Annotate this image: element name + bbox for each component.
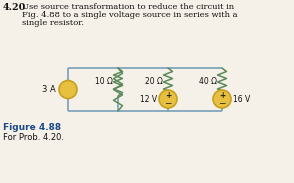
Text: 20 Ω: 20 Ω: [145, 77, 163, 87]
Circle shape: [159, 90, 177, 108]
Text: +: +: [165, 91, 171, 100]
Text: +: +: [219, 91, 225, 100]
Circle shape: [213, 90, 231, 108]
Text: 16 V: 16 V: [233, 94, 250, 104]
Text: −: −: [164, 98, 172, 107]
Text: 4.20: 4.20: [3, 3, 26, 12]
Text: 10 Ω: 10 Ω: [95, 77, 113, 87]
Text: Use source transformation to reduce the circuit in: Use source transformation to reduce the …: [22, 3, 234, 11]
Circle shape: [59, 81, 77, 98]
Text: single resistor.: single resistor.: [22, 19, 84, 27]
Text: 3 A: 3 A: [42, 85, 56, 94]
Text: Fig. 4.88 to a single voltage source in series with a: Fig. 4.88 to a single voltage source in …: [22, 11, 238, 19]
Text: For Prob. 4.20.: For Prob. 4.20.: [3, 133, 64, 142]
Text: 12 V: 12 V: [140, 96, 157, 104]
Text: −: −: [218, 98, 226, 107]
Text: 40 Ω: 40 Ω: [199, 77, 217, 87]
Text: Figure 4.88: Figure 4.88: [3, 123, 61, 132]
